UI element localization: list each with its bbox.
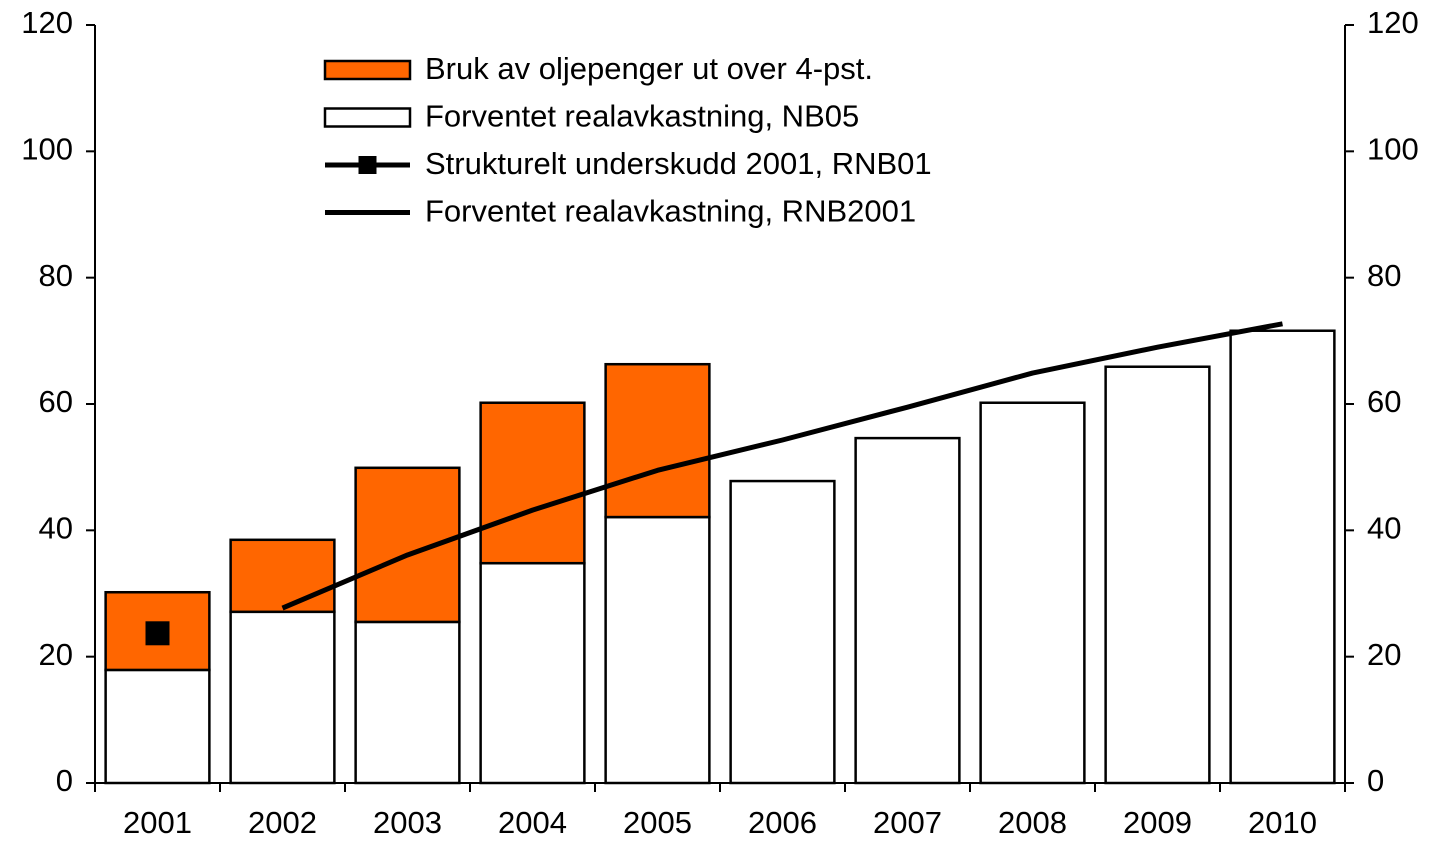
bar: [354, 620, 461, 785]
x-tick-label: 2009: [1123, 805, 1192, 840]
legend-swatch: [323, 107, 412, 128]
x-tick-label: 2007: [873, 805, 942, 840]
legend-swatch: [323, 59, 412, 81]
y-tick-label: 60: [39, 384, 73, 419]
line: [281, 321, 1283, 611]
y2-tick-label: 100: [1367, 132, 1419, 167]
y-tick-label: 80: [39, 258, 73, 293]
x-tick-label: 2002: [248, 805, 317, 840]
x-tick-label: 2004: [498, 805, 567, 840]
bar: [729, 479, 836, 785]
x-tick-label: 2005: [623, 805, 692, 840]
y2-tick-label: 20: [1367, 637, 1401, 672]
bar: [479, 561, 586, 785]
legend-label: Forventet realavkastning, RNB2001: [425, 194, 916, 229]
marker: [145, 621, 170, 646]
bar: [229, 538, 336, 614]
x-tick-label: 2006: [748, 805, 817, 840]
x-tick-label: 2003: [373, 805, 442, 840]
bar: [604, 515, 711, 785]
bar: [1229, 329, 1336, 785]
y2-tick-label: 120: [1367, 5, 1419, 40]
legend-label: Bruk av oljepenger ut over 4-pst.: [425, 51, 873, 86]
bar: [1104, 365, 1211, 785]
y-tick-label: 0: [56, 763, 73, 798]
legend-label: Strukturelt underskudd 2001, RNB01: [425, 146, 932, 181]
bar: [229, 610, 336, 785]
bar: [854, 436, 961, 785]
x-tick-label: 2001: [123, 805, 192, 840]
x-tick-label: 2008: [998, 805, 1067, 840]
x-tick-label: 2010: [1248, 805, 1317, 840]
y2-tick-label: 80: [1367, 258, 1401, 293]
y2-tick-label: 0: [1367, 763, 1384, 798]
legend-label: Forventet realavkastning, NB05: [425, 99, 859, 134]
y-tick-label: 40: [39, 511, 73, 546]
y-tick-label: 100: [21, 132, 73, 167]
y-tick-label: 20: [39, 637, 73, 672]
bar: [979, 401, 1086, 785]
bar: [604, 362, 711, 519]
y-tick-label: 120: [21, 5, 73, 40]
y2-tick-label: 40: [1367, 511, 1401, 546]
bar: [354, 466, 461, 624]
bar: [479, 401, 586, 565]
bar: [104, 668, 211, 785]
legend-marker: [358, 156, 377, 174]
y2-tick-label: 60: [1367, 384, 1401, 419]
